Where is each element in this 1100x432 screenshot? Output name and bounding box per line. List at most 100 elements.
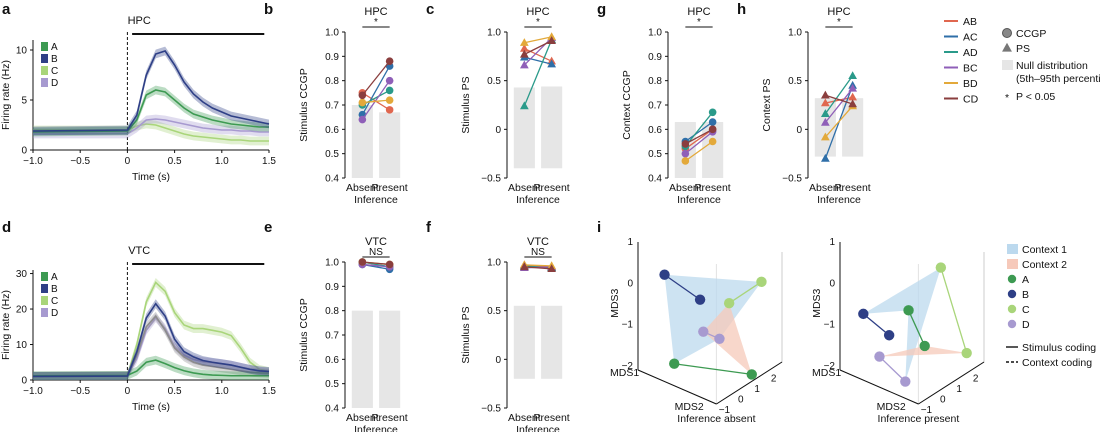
- y-tick-label: 1.0: [325, 28, 339, 39]
- x-tick-label: −0.5: [70, 156, 90, 167]
- y-tick-label: 0.8: [325, 306, 339, 317]
- mds-point-B: [659, 269, 670, 280]
- y-tick-label: −0.5: [481, 404, 501, 415]
- stimulus-line-B: [862, 313, 890, 336]
- x-tick-label: −1: [921, 405, 933, 416]
- mds2-label: MDS2: [675, 401, 704, 413]
- z-tick-label: 0: [829, 278, 835, 289]
- stimulus-line-C: [728, 281, 762, 304]
- series-line-D: [33, 118, 269, 135]
- pair-line-BC: [361, 80, 391, 120]
- pair-line-AB: [524, 47, 552, 62]
- pair-line-AC: [684, 121, 714, 143]
- y-tick-label: 1.0: [487, 258, 501, 269]
- y-tick-label: 0: [21, 376, 27, 387]
- mds-point-B: [694, 294, 706, 305]
- y-tick-label: 0.8: [325, 76, 339, 87]
- pair-marker-AD: [519, 101, 529, 110]
- significance-label: *: [536, 17, 540, 28]
- y-tick-label: 1.0: [325, 258, 339, 269]
- null-bar: [541, 86, 563, 169]
- series-line-C: [33, 123, 269, 142]
- category-label-present: Present: [372, 182, 408, 194]
- pair-marker-AB: [820, 98, 830, 107]
- pair-line-BC: [684, 131, 714, 155]
- category-label-absent: Absent: [809, 182, 842, 194]
- series-line-gray: [32, 314, 270, 377]
- stimulus-line-A: [907, 310, 926, 347]
- panel-title: HPC: [364, 6, 387, 18]
- legend-label-A: A: [51, 272, 58, 283]
- legend-swatch-C: [41, 66, 48, 75]
- y-tick-label: 0.4: [325, 404, 339, 415]
- x-axis-label: Inference: [516, 424, 560, 432]
- pair-line-CD: [524, 266, 552, 270]
- panel-c: −0.5 0 0.5 1.0 Stimulus PS AbsentPresentInfer…: [460, 6, 570, 206]
- series-band-D: [33, 114, 269, 139]
- x-axis-label: Inference: [354, 424, 398, 432]
- legend-dot-C: [1007, 304, 1017, 314]
- pair-marker-BD: [519, 38, 529, 46]
- mds-point-D: [900, 376, 911, 387]
- legend-label-AB: AB: [963, 16, 977, 28]
- y-tick-label: 30: [16, 269, 28, 280]
- series-band-B: [33, 299, 269, 380]
- mds2-label: MDS2: [877, 401, 906, 413]
- pair-marker-CD: [708, 125, 717, 134]
- series-line-A: [32, 89, 269, 133]
- y-tick-label: 0.7: [325, 101, 339, 112]
- y-axis-label: Stimulus CCGP: [298, 298, 310, 372]
- panel-title: HPC: [827, 6, 850, 18]
- y-tick-label: 0.6: [325, 125, 339, 136]
- pair-line-CD: [825, 94, 853, 105]
- x-tick-label: −1: [719, 405, 731, 416]
- pair-marker-BC: [385, 76, 394, 85]
- x-tick-label: −0.5: [70, 386, 90, 397]
- pair-marker-AD: [848, 71, 858, 80]
- category-label-present: Present: [372, 412, 408, 424]
- y-tick-label: 0: [796, 125, 802, 136]
- legend-label-ctx1: Context 1: [1022, 244, 1067, 256]
- mds-point-C: [756, 276, 767, 288]
- y-tick-label: 5: [21, 96, 27, 107]
- null-swatch: [1002, 60, 1013, 70]
- y-axis-label: Stimulus PS: [460, 306, 472, 363]
- category-label-present: Present: [835, 182, 871, 194]
- legend-pval: P < 0.05: [1016, 91, 1055, 103]
- pair-marker-BD: [708, 137, 717, 146]
- y-tick-label: 0.6: [648, 125, 662, 136]
- mds-point-C: [935, 262, 947, 273]
- pair-line-CD: [362, 261, 390, 266]
- pair-marker-CD: [385, 260, 394, 269]
- legend-label-B: B: [51, 54, 58, 65]
- pair-marker-BC: [519, 60, 529, 69]
- series-band-A: [33, 355, 269, 380]
- category-label-present: Present: [534, 412, 570, 424]
- subplot-caption: Inference present: [878, 413, 960, 425]
- pair-marker-BD: [385, 96, 394, 104]
- pair-line-AD: [684, 111, 714, 147]
- legend-stimulus-coding: Stimulus coding: [1022, 342, 1096, 354]
- mds-axis-1: [839, 369, 919, 405]
- mds1-label: MDS1: [610, 367, 639, 379]
- legend-dot-B: [1007, 289, 1017, 299]
- significance-label: *: [374, 17, 378, 28]
- pair-marker-CD: [519, 262, 529, 271]
- z-tick-label: −1: [824, 320, 836, 331]
- mds-point-B: [883, 330, 895, 341]
- pair-marker-BC: [848, 83, 858, 92]
- mds-point-D: [874, 351, 885, 362]
- pair-marker-BD: [681, 157, 690, 165]
- pair-marker-AD: [385, 86, 394, 95]
- x-tick-label: 0: [125, 386, 131, 397]
- subplot-caption: Inference absent: [677, 413, 755, 425]
- legend-null-1: Null distribution: [1016, 60, 1088, 72]
- panel-h: −0.5 0 0.5 1.0 Context PS AbsentPresentInfere…: [761, 6, 871, 206]
- panel-letter-h: h: [737, 1, 746, 18]
- x-axis-label: Inference: [354, 194, 398, 206]
- y-axis-label: Context CCGP: [621, 70, 633, 139]
- null-bar: [541, 305, 563, 379]
- y-tick-label: 1.0: [648, 28, 662, 39]
- y-tick-label: 20: [16, 305, 28, 316]
- y-tick-label: 0.5: [487, 76, 501, 87]
